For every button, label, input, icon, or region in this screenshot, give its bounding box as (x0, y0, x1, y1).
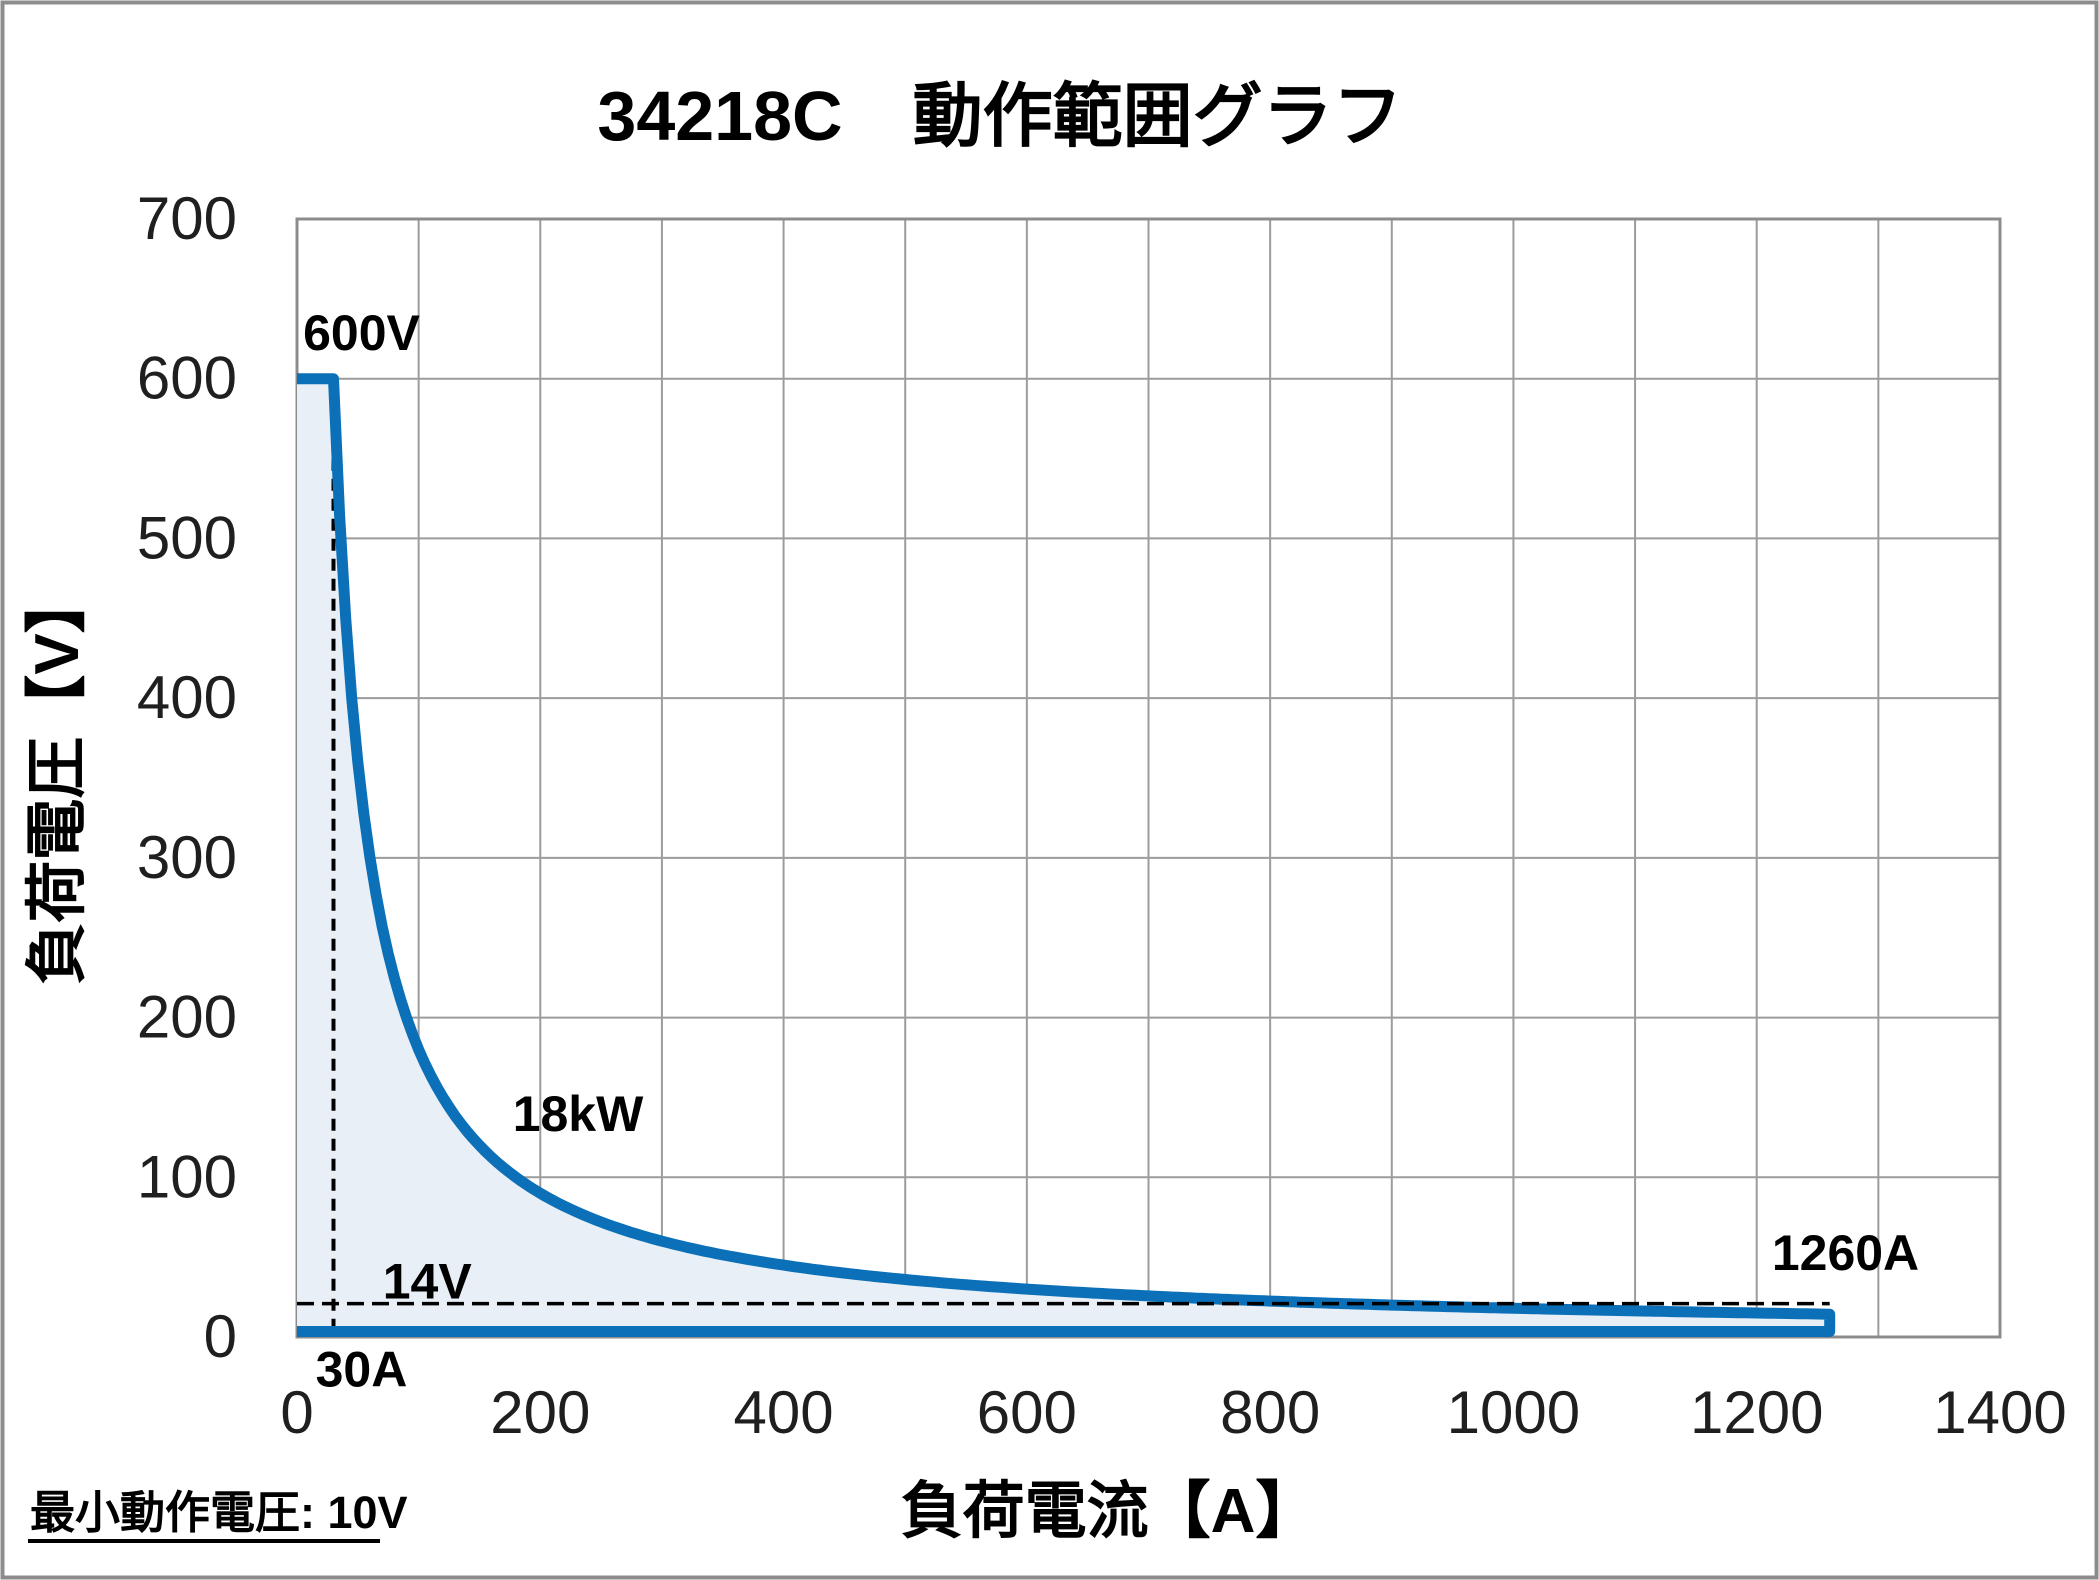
y-tick-label: 400 (137, 664, 237, 731)
y-tick-label: 0 (204, 1303, 237, 1370)
annotations: 600V 18kW 14V 30A 1260A (303, 305, 1919, 1398)
y-tick-label: 500 (137, 504, 237, 571)
y-tick-labels: 0 100 200 300 400 500 600 700 (137, 185, 237, 1370)
x-tick-labels: 0 200 400 600 800 1000 1200 1400 (280, 1379, 2066, 1446)
y-tick-label: 600 (137, 345, 237, 412)
y-tick-label: 700 (137, 185, 237, 252)
x-tick-label: 1200 (1690, 1379, 1823, 1446)
x-tick-label: 400 (734, 1379, 834, 1446)
annotation-14v: 14V (383, 1254, 473, 1310)
y-axis-title: 負荷電圧【V】 (23, 571, 92, 984)
x-tick-label: 600 (977, 1379, 1077, 1446)
operating-area-fill (297, 378, 1830, 1332)
x-axis-title: 負荷電流【A】 (901, 1477, 1318, 1546)
annotation-600v: 600V (303, 305, 420, 361)
x-tick-label: 1400 (1933, 1379, 2066, 1446)
y-tick-label: 300 (137, 824, 237, 891)
chart-title: 34218C 動作範囲グラフ (597, 77, 1402, 155)
y-tick-label: 200 (137, 984, 237, 1051)
operating-boundary-curve (297, 373, 1836, 1337)
y-tick-label: 100 (137, 1143, 237, 1210)
x-tick-label: 1000 (1447, 1379, 1580, 1446)
footnote: 最小動作電圧: 10V (30, 1487, 408, 1538)
annotation-30a: 30A (316, 1342, 408, 1398)
x-tick-label: 800 (1220, 1379, 1320, 1446)
annotation-18kw: 18kW (513, 1086, 644, 1142)
x-tick-label: 200 (490, 1379, 590, 1446)
x-tick-label: 0 (280, 1379, 313, 1446)
gridlines (296, 218, 2001, 1338)
annotation-1260a: 1260A (1772, 1225, 1919, 1281)
